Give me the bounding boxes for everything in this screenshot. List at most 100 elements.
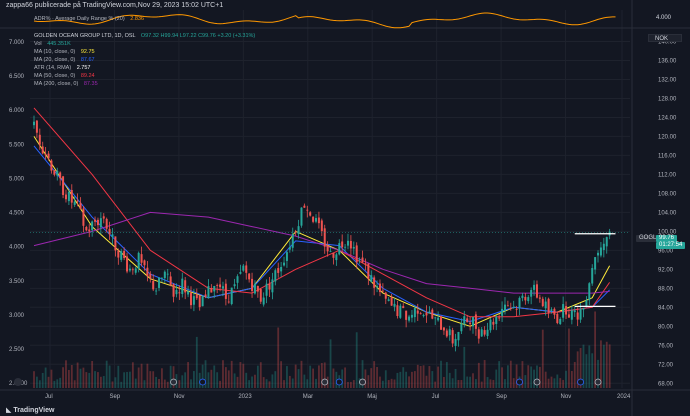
volume-bar [379,376,381,388]
volume-bar [527,365,530,388]
candle-body [88,229,91,232]
atr-legend[interactable]: ATR (14, RMA) 2.757 [34,65,90,71]
volume-bar [82,367,85,388]
vol-value: 445.351K [47,41,71,47]
candle-body [67,191,70,202]
volume-bar [550,376,553,388]
candle-body [332,252,335,258]
adrp-pane [33,12,616,29]
volume-bar [570,370,573,388]
candle-body [454,338,457,346]
candle-body [565,306,568,315]
candle-body [233,284,236,287]
volume-bar [466,376,469,388]
volume-bar [405,371,408,388]
countdown-badge: 01:27:54 [656,242,686,249]
candle-body [541,298,544,307]
candle-body [326,245,329,252]
volume-bar [315,378,317,388]
right-tick-label: 128.00 [658,96,677,102]
tradingview-logo[interactable]: ◣ TradingView [6,406,54,414]
candle-body [472,316,475,327]
candle-body [76,200,79,202]
volume-bar [533,369,535,388]
volume-bar [73,380,76,388]
ma200-legend[interactable]: MA (200, close, 0) 87.35 [34,81,98,87]
candle-body [346,240,349,246]
candle-body [73,201,76,205]
vol-legend[interactable]: Vol 445.351K [34,41,71,47]
x-tick-label: Maj [367,394,377,400]
volume-bar [437,366,440,388]
candle-body [486,329,489,336]
volume-bar [288,375,291,388]
volume-bar [268,381,271,388]
volume-bar [193,371,195,388]
volume-bar [123,372,126,388]
x-tick-label: Mar [303,394,313,400]
candle-body [428,311,431,314]
candle-body [553,308,556,315]
ma20-legend[interactable]: MA (20, close, 0) 87.67 [34,57,95,63]
candle-body [594,257,597,270]
currency-selector[interactable]: NOK [648,34,682,42]
volume-bar [597,359,599,388]
volume-bar [469,376,471,388]
candle-body [285,252,288,261]
tradingview-icon: ◣ [6,407,14,414]
candle-body [605,237,608,247]
candle-body [64,194,67,200]
candle-body [128,268,131,271]
ma10-legend[interactable]: MA (10, close, 0) 92.75 [34,49,95,55]
candle-body [149,273,152,279]
candle-body [373,277,376,288]
candle-body [419,313,422,315]
volume-bar [274,371,277,388]
ohlc-values: O97.32 H99.94 L97.22 C99.76 +3.20 (+3.31… [140,33,256,39]
ma-line-ma-50 [33,107,611,318]
volume-bar [431,371,434,388]
adrp-legend[interactable]: ADR% · Average Daily Range % (20) 2.836 [34,16,144,22]
volume-bar [585,354,588,388]
candle-body [245,265,248,273]
volume-bar [230,360,233,388]
candle-body [521,295,524,299]
volume-bar [600,340,602,388]
volume-bar [364,369,367,388]
volume-bar [294,364,297,388]
volume-bar [195,336,198,388]
volume-bar [108,365,111,388]
volume-bar [376,367,378,388]
volume-bar [178,380,181,388]
right-tick-label: 132.00 [658,77,677,83]
candle-body [518,297,521,308]
right-tick-label: 88.00 [658,286,674,292]
volume-bar [97,372,99,388]
volume-bar [347,381,349,388]
volume-bar [318,365,320,388]
volume-bar [498,361,501,388]
volume-bar [213,365,216,388]
candle-body [291,233,294,248]
ma50-legend[interactable]: MA (50, close, 0) 89.24 [34,73,95,79]
volume-bar [291,378,294,388]
candle-body [396,305,399,317]
candle-body [277,268,280,273]
volume-bar [492,379,495,388]
right-tick-label: 100.00 [658,229,677,235]
candle-body [483,330,486,335]
volume-bar [105,360,108,388]
candle-body [474,314,477,329]
event-icon [577,378,584,386]
volume-bar [131,362,134,388]
candle-body [323,228,326,247]
volume-bar [181,375,184,388]
volume-bar [271,374,274,388]
candle-body [253,283,256,294]
symbol-legend[interactable]: GOLDEN OCEAN GROUP LTD, 1D, OSL O97.32 H… [34,33,255,39]
event-icon [516,378,523,386]
ma200-label: MA (200, close, 0) [34,81,79,87]
candle-body [44,153,47,156]
candle-body [158,277,161,288]
